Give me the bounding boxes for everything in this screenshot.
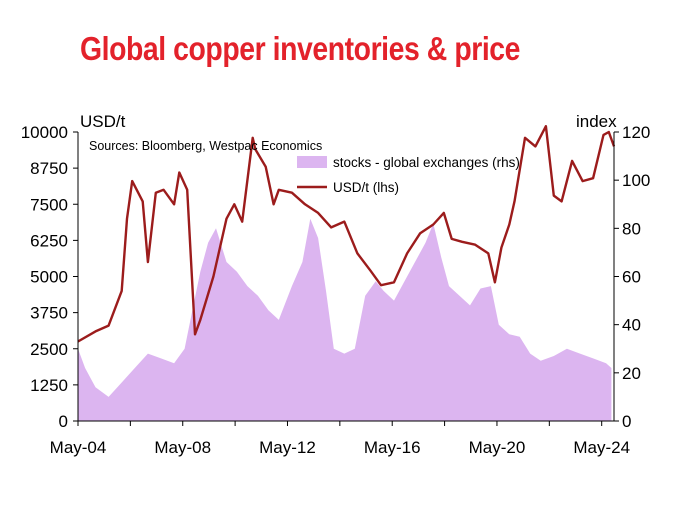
right-tick-label: 0 (622, 412, 631, 431)
x-tick-label: May-24 (573, 438, 630, 457)
right-tick-label: 60 (622, 268, 641, 287)
left-tick-label: 1250 (30, 376, 68, 395)
right-tick-label: 100 (622, 171, 650, 190)
left-tick-label: 5000 (30, 268, 68, 287)
x-tick-label: May-12 (259, 438, 316, 457)
legend-swatch-stocks (297, 156, 327, 168)
legend-label-stocks: stocks - global exchanges (rhs) (333, 155, 520, 170)
right-tick-label: 40 (622, 316, 641, 335)
right-axis-label: index (576, 112, 617, 131)
legend-label-price: USD/t (lhs) (333, 180, 399, 195)
x-tick-label: May-16 (364, 438, 421, 457)
right-tick-label: 20 (622, 364, 641, 383)
source-note: Sources: Bloomberg, Westpac Economics (89, 139, 322, 153)
left-tick-label: 8750 (30, 159, 68, 178)
stocks-area-series (78, 218, 612, 421)
left-axis-label: USD/t (80, 112, 126, 131)
right-tick-label: 120 (622, 123, 650, 142)
x-tick-label: May-08 (154, 438, 211, 457)
left-tick-label: 3750 (30, 304, 68, 323)
left-tick-label: 2500 (30, 340, 68, 359)
left-tick-label: 7500 (30, 195, 68, 214)
left-tick-label: 10000 (21, 123, 68, 142)
x-tick-label: May-20 (469, 438, 526, 457)
left-tick-label: 6250 (30, 231, 68, 250)
right-tick-label: 80 (622, 219, 641, 238)
price-line-series (77, 125, 616, 343)
x-tick-label: May-04 (50, 438, 107, 457)
chart-title: Global copper inventories & price (80, 30, 521, 67)
left-tick-label: 0 (59, 412, 68, 431)
